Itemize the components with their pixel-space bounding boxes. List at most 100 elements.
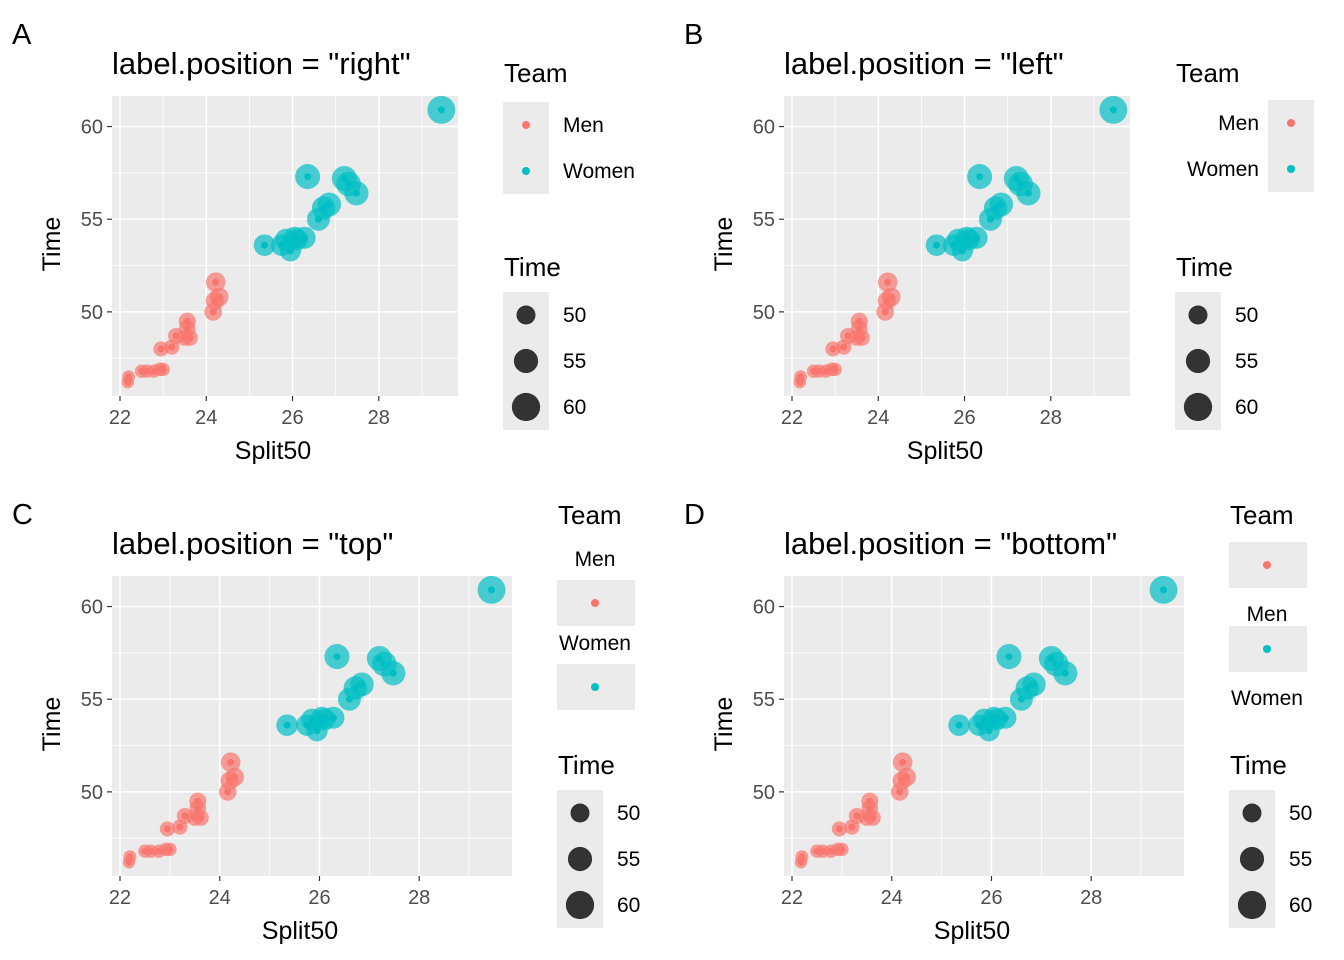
x-tick-label: 24 — [867, 407, 889, 429]
y-tick-label: 55 — [753, 209, 775, 231]
point-women — [295, 164, 321, 190]
panel-title: label.position = "left" — [784, 46, 1064, 81]
point-women — [293, 226, 316, 249]
point-core — [1024, 189, 1032, 197]
panel-title: label.position = "right" — [112, 46, 411, 81]
panel-tag: B — [684, 19, 703, 51]
y-axis-title: Time — [38, 697, 66, 752]
point-women — [1053, 661, 1078, 686]
point-men — [220, 752, 241, 772]
y-axis-title: Time — [710, 697, 738, 752]
point-core — [163, 825, 171, 833]
point-women — [317, 192, 342, 217]
point-core — [848, 823, 856, 831]
legend-size-label: 55 — [1289, 848, 1312, 871]
point-core — [881, 308, 889, 316]
legend-size-label: 60 — [1289, 894, 1312, 917]
point-core — [125, 373, 133, 381]
point-men — [794, 370, 808, 384]
point-core — [838, 845, 846, 853]
legend-label-women: Women — [559, 632, 631, 655]
legend-label-men: Men — [1247, 603, 1288, 626]
x-tick-label: 28 — [1080, 887, 1102, 909]
point-core — [389, 669, 397, 677]
point-core — [829, 345, 837, 353]
point-women — [1021, 672, 1046, 697]
legend-size-key — [1183, 392, 1213, 422]
point-core — [1061, 669, 1069, 677]
point-women — [965, 226, 988, 249]
point-men — [181, 329, 198, 346]
panel-tag: C — [12, 499, 33, 531]
legend-key-women — [591, 683, 599, 691]
legend-size-title: Time — [1230, 750, 1287, 780]
point-core — [313, 727, 321, 735]
y-tick-label: 50 — [753, 782, 775, 804]
point-core — [358, 680, 366, 688]
point-core — [997, 200, 1005, 208]
x-tick-label: 28 — [408, 887, 430, 909]
point-men — [122, 370, 136, 384]
point-core — [1030, 680, 1038, 688]
legend-size-title: Time — [504, 252, 561, 282]
data-points — [121, 95, 456, 389]
point-men — [828, 362, 842, 377]
point-core — [903, 773, 911, 781]
point-women — [349, 672, 374, 697]
legend-size-label: 60 — [617, 894, 640, 917]
legend-key-men — [522, 121, 530, 129]
x-axis-title: Split50 — [235, 437, 311, 465]
legend-size-label: 50 — [1235, 304, 1258, 327]
data-points — [793, 95, 1128, 389]
point-men — [209, 287, 229, 307]
legend-key-men — [1287, 119, 1295, 127]
legend-size-key — [1239, 846, 1265, 872]
point-core — [899, 758, 907, 766]
x-tick-label: 26 — [953, 407, 975, 429]
point-core — [1160, 586, 1168, 594]
point-men — [205, 272, 226, 292]
point-men — [192, 809, 209, 826]
panel-tag: A — [12, 19, 32, 51]
point-core — [853, 812, 861, 820]
y-tick-label: 55 — [81, 209, 103, 231]
legend-size-key — [1242, 803, 1262, 823]
legend-key-men — [1263, 561, 1271, 569]
legend-label-women: Women — [1231, 687, 1303, 710]
legend-key-men — [591, 599, 599, 607]
panel-title: label.position = "top" — [112, 526, 393, 561]
legend-size-title: Time — [1176, 252, 1233, 282]
y-tick-label: 55 — [81, 689, 103, 711]
x-tick-label: 24 — [881, 887, 903, 909]
legend-size-label: 50 — [1289, 802, 1312, 825]
y-tick-label: 50 — [81, 302, 103, 324]
point-core — [181, 812, 189, 820]
legend-team-title: Team — [504, 58, 568, 88]
point-core — [831, 365, 839, 373]
point-women — [324, 644, 350, 670]
x-tick-label: 22 — [109, 887, 131, 909]
y-tick-label: 60 — [753, 597, 775, 619]
x-axis-title: Split50 — [262, 917, 338, 945]
point-core — [209, 308, 217, 316]
x-tick-label: 26 — [308, 887, 330, 909]
point-core — [1005, 653, 1013, 661]
point-men — [159, 821, 175, 837]
point-core — [887, 293, 895, 301]
point-core — [896, 788, 904, 796]
point-core — [798, 853, 806, 861]
legend-size-label: 50 — [617, 802, 640, 825]
legend-size-key — [565, 890, 595, 920]
legend-size-label: 55 — [617, 848, 640, 871]
point-core — [227, 758, 235, 766]
x-tick-label: 22 — [781, 887, 803, 909]
point-women — [989, 192, 1014, 217]
point-core — [157, 345, 165, 353]
legend-size-key — [516, 305, 536, 325]
